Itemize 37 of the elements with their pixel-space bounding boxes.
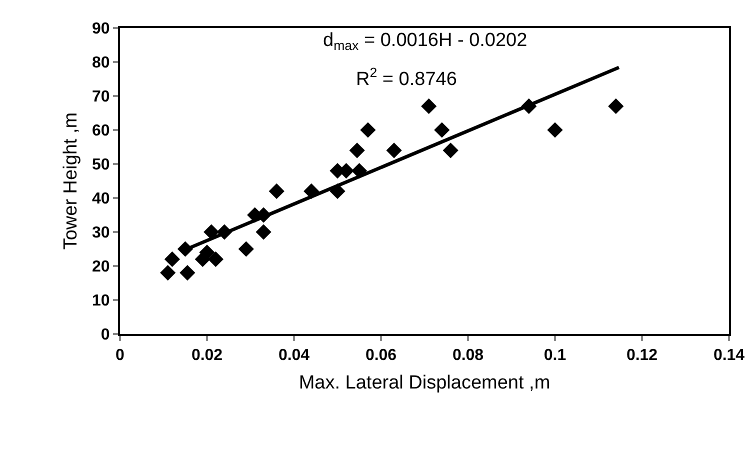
- annotation: d$_{max}$ = 0.0016H - 0.0202: [323, 30, 528, 53]
- point: [256, 224, 272, 240]
- x-tick-label: 0.02: [191, 347, 223, 364]
- point: [238, 241, 254, 257]
- x-tick-label: 0: [116, 347, 125, 364]
- y-tick-label: 90: [92, 20, 110, 38]
- y-tick-label: 10: [92, 292, 110, 310]
- point: [160, 265, 176, 281]
- point: [360, 122, 376, 138]
- y-axis-title: Tower Height ,m: [60, 112, 82, 250]
- point: [442, 142, 458, 158]
- point: [208, 251, 224, 267]
- point: [180, 265, 196, 281]
- x-tick-label: 0.06: [365, 347, 397, 364]
- y-tick-label: 30: [92, 224, 110, 242]
- x-tick-label: 0.1: [544, 347, 566, 364]
- y-tick-label: 40: [92, 190, 110, 208]
- y-tick-label: 50: [92, 156, 110, 174]
- y-tick-label: 20: [92, 258, 110, 276]
- x-tick-label: 0.12: [626, 347, 658, 364]
- x-tick-label: 0.04: [278, 347, 310, 364]
- annotation: R$^{2}$ = 0.8746: [356, 65, 457, 90]
- y-tick-label: 0: [100, 326, 110, 344]
- point: [164, 251, 180, 267]
- point: [547, 122, 563, 138]
- x-tick-label: 0.14: [713, 347, 745, 364]
- point: [386, 142, 402, 158]
- y-tick-label: 80: [92, 54, 110, 72]
- y-tick-label: 70: [92, 88, 110, 106]
- point: [421, 98, 437, 114]
- y-tick-label: 60: [92, 122, 110, 140]
- x-axis-title: Max. Lateral Displacement ,m: [298, 372, 550, 394]
- x-tick-label: 0.08: [452, 347, 484, 364]
- point: [434, 122, 450, 138]
- point: [349, 142, 365, 158]
- point: [268, 183, 284, 199]
- point: [608, 98, 624, 114]
